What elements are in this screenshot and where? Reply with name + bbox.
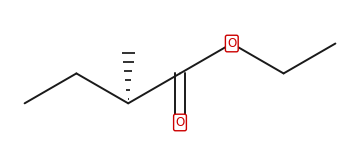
Text: O: O <box>175 116 185 129</box>
Text: O: O <box>227 37 237 50</box>
